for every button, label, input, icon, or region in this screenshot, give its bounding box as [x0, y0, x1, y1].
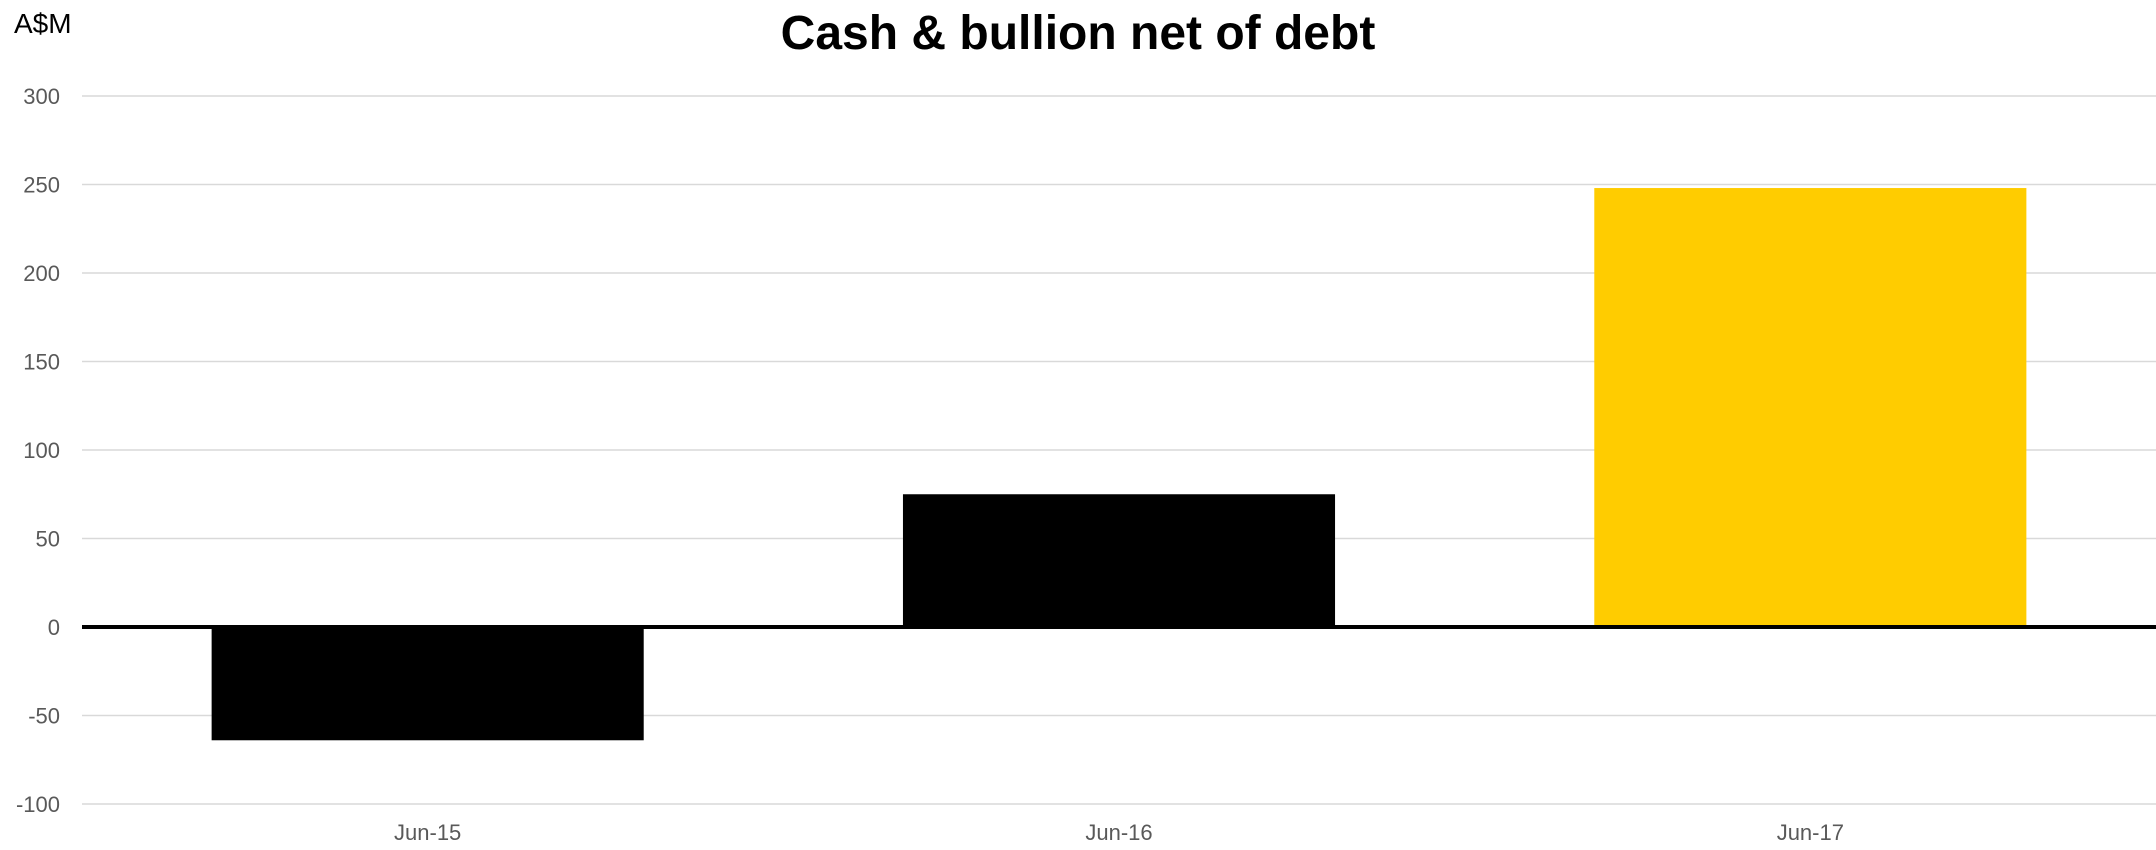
y-tick-label: 0 [48, 615, 60, 640]
y-tick-label: -100 [16, 792, 60, 817]
x-tick-label: Jun-17 [1777, 820, 1844, 845]
x-tick-labels: Jun-15 Jun-16 Jun-17 [394, 820, 1844, 845]
x-tick-label: Jun-15 [394, 820, 461, 845]
y-tick-label: 150 [23, 350, 60, 375]
chart-title: Cash & bullion net of debt [780, 7, 1376, 60]
y-tick-label: 250 [23, 173, 60, 198]
bar-jun-17 [1594, 188, 2027, 628]
y-tick-label: 200 [23, 261, 60, 286]
bars [211, 188, 2027, 741]
y-tick-label: 300 [23, 84, 60, 109]
bar-jun-15 [211, 627, 644, 741]
y-tick-label: -50 [28, 704, 60, 729]
y-axis-unit-label: A$M [14, 8, 72, 39]
y-tick-label: 50 [36, 527, 60, 552]
y-tick-labels: 300 250 200 150 100 50 0 -50 -100 [16, 84, 60, 817]
y-tick-label: 100 [23, 438, 60, 463]
x-tick-label: Jun-16 [1085, 820, 1152, 845]
bar-jun-16 [902, 494, 1336, 627]
